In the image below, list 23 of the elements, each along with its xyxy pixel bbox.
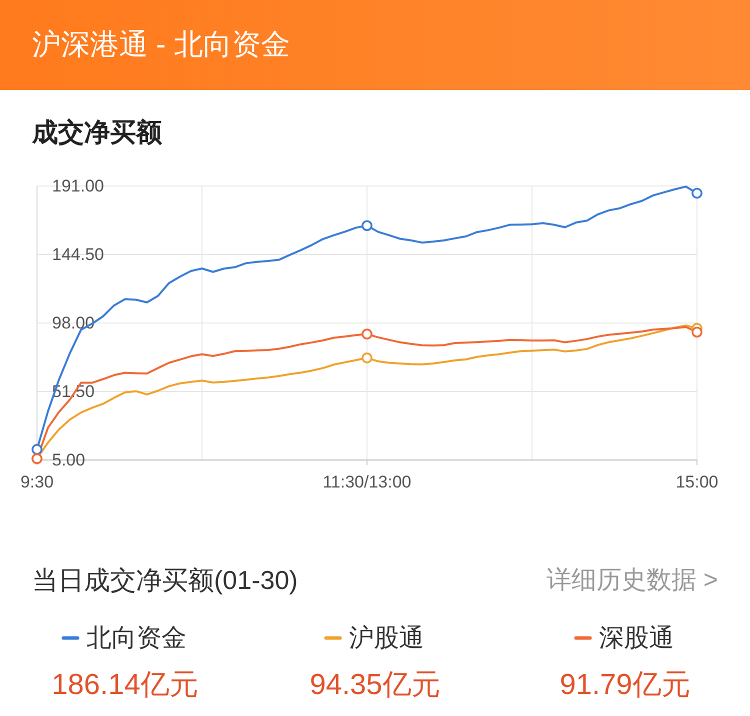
x-tick-label: 15:00 — [676, 472, 718, 492]
y-tick-label: 5.00 — [52, 450, 86, 470]
text: 91.79亿元 — [560, 669, 690, 701]
point — [32, 444, 42, 455]
text: 94.35亿元 — [310, 669, 440, 701]
x-tick-label: 11:30/13:00 — [322, 472, 412, 492]
y-tick-label: 144.50 — [52, 245, 104, 264]
legend-label: 北向资金 — [86, 624, 186, 652]
point — [362, 328, 372, 340]
x-tick-label: 9:30 — [20, 472, 54, 492]
chart-subtitle: 成交净买额 — [31, 117, 163, 147]
y-tick-label: 98.00 — [52, 314, 95, 332]
point — [692, 326, 702, 338]
point — [362, 220, 372, 232]
text: 详细历史数据 > — [546, 566, 718, 594]
text: 186.14亿元 — [52, 669, 198, 701]
point — [362, 352, 372, 364]
chart-title: 沪深港通 - 北向资金 — [32, 29, 290, 61]
y-tick-label: 191.00 — [52, 176, 104, 196]
legend-label: 深股通 — [599, 624, 674, 652]
text: 当日成交净买额(01-30) — [32, 565, 298, 595]
point — [692, 188, 702, 199]
legend-label: 沪股通 — [349, 624, 424, 652]
